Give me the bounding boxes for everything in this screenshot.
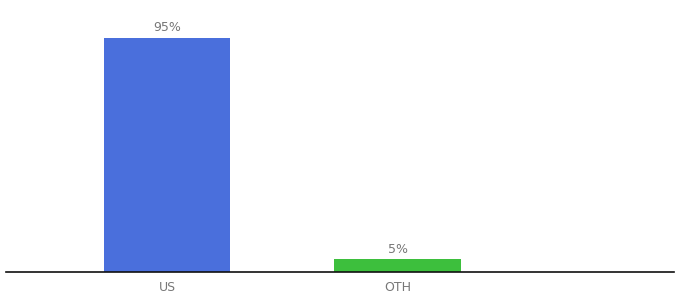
Bar — [103, 38, 231, 272]
Bar — [335, 260, 461, 272]
Text: 95%: 95% — [153, 21, 181, 34]
Text: 5%: 5% — [388, 243, 408, 256]
